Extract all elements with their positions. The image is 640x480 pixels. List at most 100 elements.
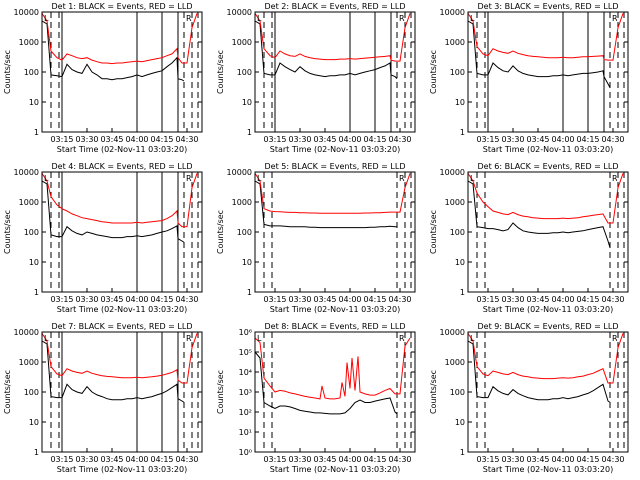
y-tick-label: 10 [455, 98, 465, 107]
x-tick-label: 03:30 [501, 455, 524, 464]
x-tick-label: 04:00 [125, 455, 148, 464]
legend-left: L [257, 174, 262, 183]
x-tick-label: 04:15 [576, 295, 599, 304]
x-tick-label: 03:45 [100, 135, 123, 144]
x-tick-label: 04:30 [175, 295, 198, 304]
y-tick-label: 1000 [19, 198, 39, 207]
legend-right: R [612, 14, 618, 23]
series-line-events [41, 180, 185, 243]
y-axis-label: Counts/sec [3, 370, 12, 414]
x-tick-label: 04:30 [388, 295, 411, 304]
y-axis-label: Counts/sec [3, 50, 12, 94]
x-tick-label: 04:30 [601, 455, 624, 464]
y-tick-label: 10 [242, 98, 252, 107]
x-tick-label: 03:15 [50, 295, 73, 304]
series-line-events [41, 340, 185, 403]
y-tick-label: 10 [455, 418, 465, 427]
x-tick-label: 04:00 [338, 295, 361, 304]
x-tick-label: 03:15 [476, 295, 499, 304]
y-tick-label: 1 [247, 128, 252, 137]
x-tick-label: 04:30 [175, 455, 198, 464]
y-tick-label: 1 [34, 128, 39, 137]
x-tick-label: 03:15 [50, 455, 73, 464]
legend-left: L [257, 334, 262, 343]
x-axis-label: Start Time (02-Nov-11 03:03:20) [57, 145, 187, 154]
x-tick-label: 03:45 [313, 295, 336, 304]
y-tick-label: 10² [239, 408, 252, 417]
legend-left: L [44, 174, 49, 183]
series-line-lld [254, 173, 411, 214]
y-axis-label: Counts/sec [3, 210, 12, 254]
x-tick-label: 04:30 [175, 135, 198, 144]
y-tick-label: 1 [34, 448, 39, 457]
x-tick-label: 04:15 [576, 135, 599, 144]
chart-panel-9: Det 9: BLACK = Events, RED = LLD 1 10 100 10… [429, 322, 629, 474]
x-tick-label: 04:30 [601, 295, 624, 304]
series-line-lld [41, 13, 198, 65]
chart-panel-2: Det 2: BLACK = Events, RED = LLD 1 10 100 10… [216, 2, 416, 154]
y-tick-label: 100 [237, 228, 252, 237]
y-axis-label: Counts/sec [429, 370, 438, 414]
x-axis-label: Start Time (02-Nov-11 03:03:20) [270, 465, 400, 474]
chart-title: Det 5: BLACK = Events, RED = LLD [265, 162, 406, 171]
x-tick-label: 03:15 [263, 295, 286, 304]
chart-title: Det 9: BLACK = Events, RED = LLD [478, 322, 619, 331]
y-axis-label: Counts/sec [429, 210, 438, 254]
legend-right: R [186, 334, 192, 343]
x-axis-label: Start Time (02-Nov-11 03:03:20) [483, 305, 613, 314]
legend-left: L [44, 14, 49, 23]
x-tick-label: 04:30 [388, 455, 411, 464]
y-tick-label: 1 [460, 128, 465, 137]
y-tick-label: 100 [237, 68, 252, 77]
chart-title: Det 1: BLACK = Events, RED = LLD [52, 2, 193, 11]
y-tick-label: 10³ [239, 388, 252, 397]
x-axis-label: Start Time (02-Nov-11 03:03:20) [57, 305, 187, 314]
y-tick-label: 10⁶ [239, 328, 252, 337]
series-line-events [254, 351, 398, 415]
x-tick-label: 03:30 [75, 295, 98, 304]
series-line-events [254, 180, 397, 229]
x-tick-label: 03:45 [313, 455, 336, 464]
y-tick-label: 10 [29, 418, 39, 427]
x-tick-label: 03:30 [501, 135, 524, 144]
legend-right: R [399, 174, 405, 183]
series-line-lld [254, 13, 411, 62]
y-tick-label: 1000 [232, 198, 252, 207]
chart-title: Det 2: BLACK = Events, RED = LLD [265, 2, 406, 11]
chart-title: Det 8: BLACK = Events, RED = LLD [265, 322, 406, 331]
plot-frame [254, 171, 416, 293]
x-axis-label: Start Time (02-Nov-11 03:03:20) [57, 465, 187, 474]
legend-left: L [470, 14, 475, 23]
plot-frame [254, 331, 416, 453]
y-tick-label: 100 [24, 68, 39, 77]
x-tick-label: 04:15 [150, 455, 173, 464]
y-tick-label: 10⁰ [239, 448, 252, 457]
y-tick-label: 10000 [14, 8, 39, 17]
y-tick-label: 10⁴ [239, 368, 252, 377]
chart-title: Det 6: BLACK = Events, RED = LLD [478, 162, 619, 171]
y-tick-label: 10000 [14, 168, 39, 177]
y-axis-label: Counts/sec [216, 50, 225, 94]
y-tick-label: 10000 [440, 328, 465, 337]
y-tick-label: 1 [34, 288, 39, 297]
y-tick-label: 1000 [445, 38, 465, 47]
x-tick-label: 04:00 [125, 295, 148, 304]
x-tick-label: 03:45 [313, 135, 336, 144]
y-tick-label: 10 [455, 258, 465, 267]
x-tick-label: 04:00 [338, 135, 361, 144]
y-tick-label: 100 [24, 388, 39, 397]
x-tick-label: 03:15 [50, 135, 73, 144]
y-tick-label: 1000 [19, 38, 39, 47]
legend-left: L [470, 334, 475, 343]
x-tick-label: 04:00 [338, 455, 361, 464]
series-line-events [41, 20, 185, 82]
x-axis-label: Start Time (02-Nov-11 03:03:20) [270, 305, 400, 314]
x-tick-label: 03:30 [288, 455, 311, 464]
x-tick-label: 04:15 [363, 135, 386, 144]
x-tick-label: 04:00 [551, 455, 574, 464]
series-line-events [467, 20, 611, 88]
legend-right: R [399, 334, 405, 343]
chart-title: Det 7: BLACK = Events, RED = LLD [52, 322, 193, 331]
series-line-events [254, 20, 398, 80]
x-tick-label: 03:30 [288, 135, 311, 144]
